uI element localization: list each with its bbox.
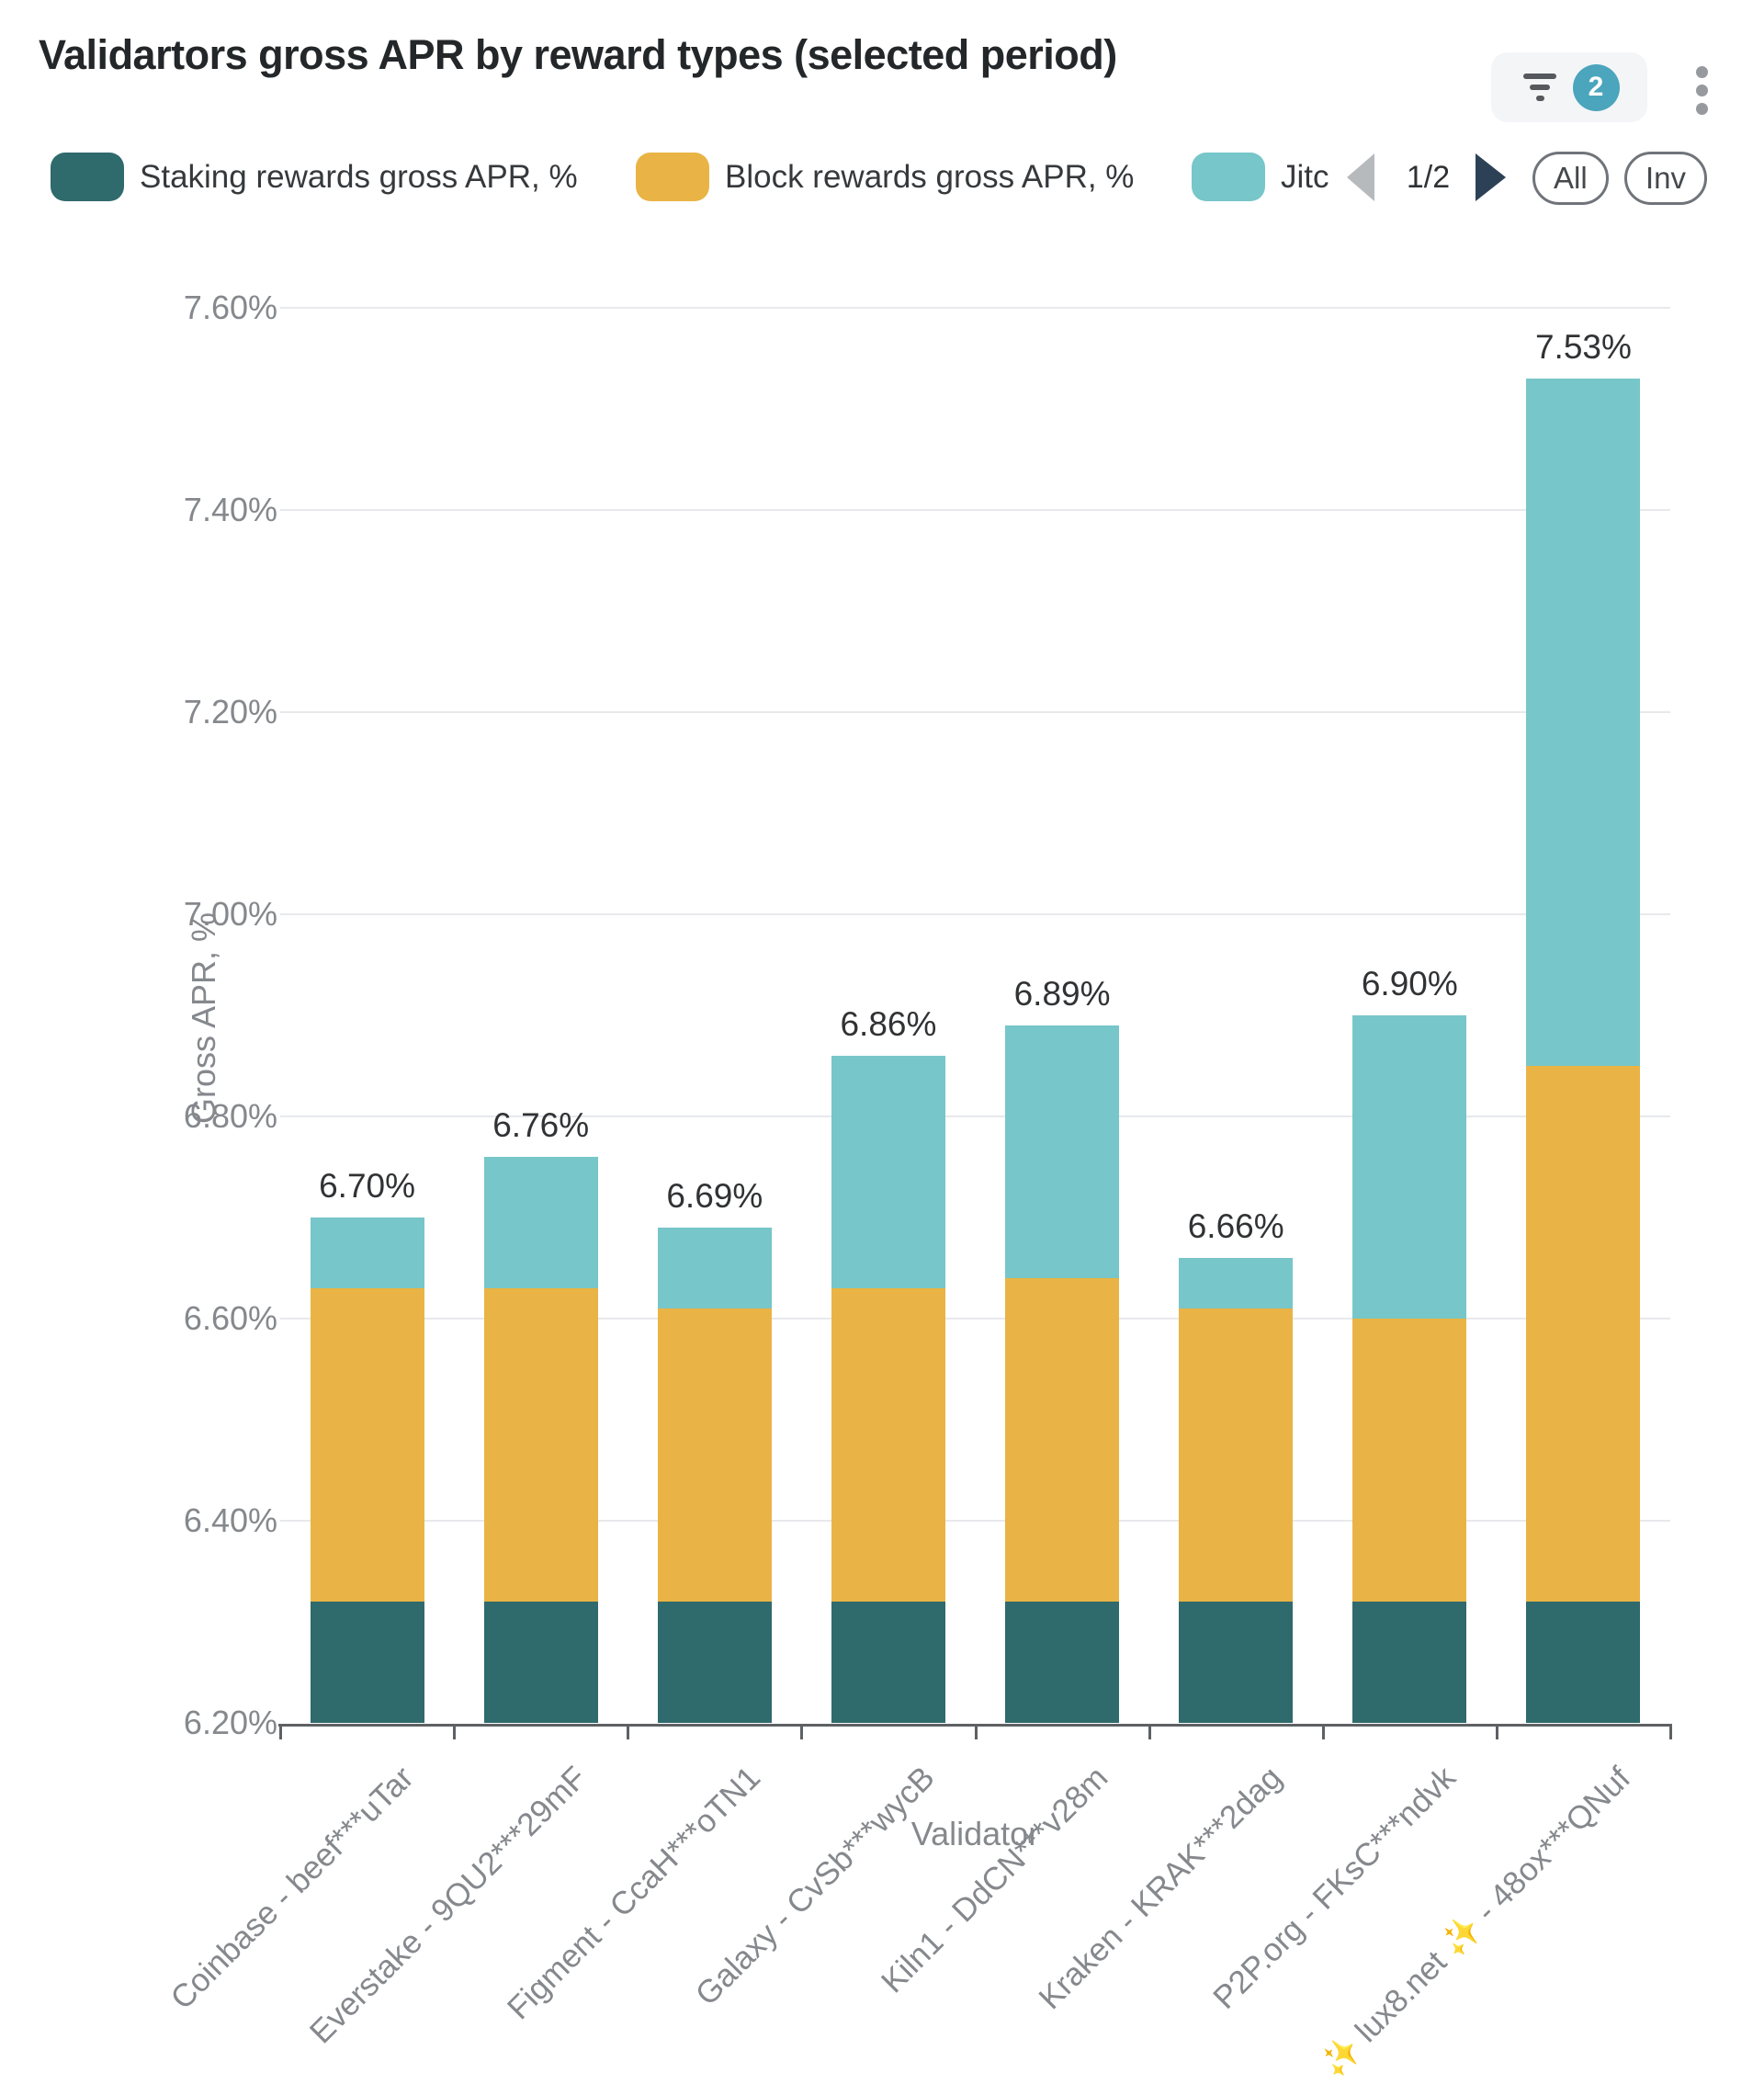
bar-value-label: 6.69% [666, 1177, 763, 1215]
legend-select-all-button[interactable]: All [1532, 152, 1609, 205]
gridline [280, 1520, 1670, 1522]
legend-swatch-staking [51, 153, 124, 201]
bar-value-label: 7.53% [1534, 328, 1632, 366]
x-axis-tick [1321, 1725, 1325, 1739]
bar-segment[interactable] [1005, 1602, 1120, 1723]
bar-segment[interactable] [1005, 1025, 1120, 1278]
y-tick-label: 6.60% [183, 1299, 277, 1337]
bar-segment[interactable] [1526, 1066, 1641, 1602]
bar-segment[interactable] [1179, 1258, 1294, 1308]
filter-button[interactable]: 2 [1491, 52, 1647, 122]
bar-value-label: 6.70% [319, 1167, 416, 1205]
bar-segment[interactable] [310, 1288, 424, 1602]
legend-label-block: Block rewards gross APR, % [725, 158, 1135, 195]
y-tick-label: 7.40% [183, 491, 277, 528]
kebab-dot-icon [1695, 103, 1708, 115]
gridline [280, 509, 1670, 511]
legend-label-staking: Staking rewards gross APR, % [140, 158, 578, 195]
bar-value-label: 6.76% [492, 1106, 590, 1144]
y-tick-label: 6.80% [183, 1097, 277, 1135]
gridline [280, 711, 1670, 713]
x-category-label[interactable]: Everstake - 9QU2***29mF [302, 1760, 594, 2051]
kebab-dot-icon [1695, 85, 1708, 96]
gridline [280, 913, 1670, 915]
legend-swatch-block [636, 153, 709, 201]
filter-funnel-icon [1522, 74, 1556, 101]
legend-prev-page-icon[interactable] [1347, 153, 1374, 201]
filter-count-badge: 2 [1572, 63, 1620, 111]
bar-value-label: 6.66% [1187, 1207, 1284, 1245]
page-title: Validartors gross APR by reward types (s… [39, 31, 1117, 78]
x-axis-tick [453, 1725, 457, 1739]
bar-segment[interactable] [1526, 379, 1641, 1066]
y-tick-label: 7.20% [183, 693, 277, 731]
y-tick-label: 7.00% [183, 895, 277, 933]
bar-segment[interactable] [1352, 1319, 1467, 1602]
bar-segment[interactable] [310, 1602, 424, 1723]
gridline [280, 1116, 1670, 1117]
bar-value-label: 6.90% [1361, 965, 1458, 1002]
bar-segment[interactable] [310, 1218, 424, 1288]
legend-inverse-button[interactable]: Inv [1624, 152, 1708, 205]
kebab-menu-button[interactable] [1692, 66, 1711, 115]
x-axis-tick [974, 1725, 978, 1739]
bar-segment[interactable] [1352, 1015, 1467, 1319]
bar-segment[interactable] [1526, 1602, 1641, 1723]
bar-segment[interactable] [831, 1056, 945, 1288]
bar-value-label: 6.86% [840, 1005, 937, 1043]
x-category-label[interactable]: ✨ lux8.net ✨ - 48ox***QNuf [1313, 1760, 1637, 2084]
x-axis-tick [1669, 1725, 1672, 1739]
bar-segment[interactable] [483, 1602, 598, 1723]
x-axis-title: Validator [910, 1815, 1040, 1852]
y-tick-label: 6.40% [183, 1501, 277, 1539]
gridline [280, 1318, 1670, 1319]
bar-segment[interactable] [1005, 1278, 1120, 1602]
x-axis-tick [1495, 1725, 1498, 1739]
legend-item-block[interactable]: Block rewards gross APR, % [636, 153, 1134, 201]
y-axis-title: Gross APR, % [185, 912, 222, 1125]
bar-segment[interactable] [657, 1602, 772, 1723]
bar-value-label: 6.89% [1013, 975, 1111, 1013]
y-tick-label: 7.60% [183, 289, 277, 326]
bar-segment[interactable] [657, 1228, 772, 1308]
legend-item-jito[interactable]: Jitc [1192, 153, 1329, 201]
bar-segment[interactable] [483, 1288, 598, 1602]
y-tick-label: 6.20% [183, 1704, 277, 1741]
bar-segment[interactable] [1352, 1602, 1467, 1723]
bar-segment[interactable] [831, 1288, 945, 1602]
x-axis-tick [1148, 1725, 1151, 1739]
bar-segment[interactable] [483, 1157, 598, 1288]
x-axis-tick [279, 1725, 282, 1739]
bar-segment[interactable] [1179, 1602, 1294, 1723]
x-axis-tick [627, 1725, 630, 1739]
bar-segment[interactable] [1179, 1308, 1294, 1602]
bar-segment[interactable] [831, 1602, 945, 1723]
legend-label-jito: Jitc [1281, 158, 1329, 195]
kebab-dot-icon [1695, 66, 1708, 78]
legend-swatch-jito [1192, 153, 1265, 201]
legend-next-page-icon[interactable] [1476, 153, 1506, 201]
legend-item-staking[interactable]: Staking rewards gross APR, % [51, 153, 578, 201]
bar-segment[interactable] [657, 1308, 772, 1602]
gridline [280, 307, 1670, 309]
x-axis-tick [800, 1725, 804, 1739]
legend-page-indicator: 1/2 [1406, 160, 1451, 195]
